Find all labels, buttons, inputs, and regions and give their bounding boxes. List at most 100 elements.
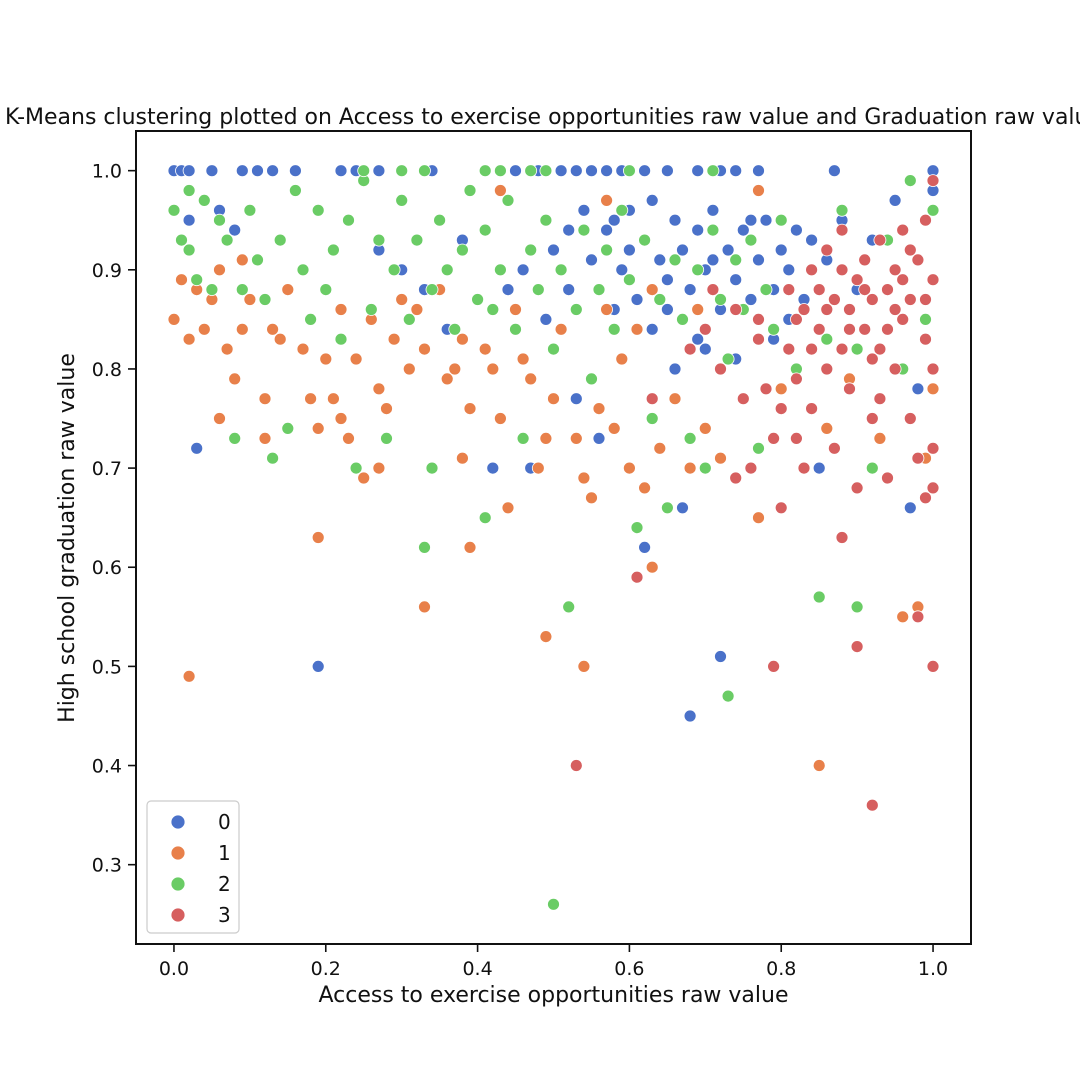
data-point-cluster-1 — [258, 392, 272, 406]
data-point-cluster-2 — [706, 164, 720, 178]
data-point-cluster-3 — [911, 610, 925, 624]
data-point-cluster-2 — [387, 263, 401, 277]
data-point-cluster-3 — [805, 342, 818, 356]
data-point-cluster-0 — [585, 164, 598, 178]
data-point-cluster-3 — [782, 283, 796, 297]
data-point-cluster-3 — [714, 362, 727, 376]
data-point-cluster-2 — [251, 253, 264, 267]
data-point-cluster-1 — [486, 362, 500, 376]
data-point-cluster-2 — [425, 283, 439, 297]
data-point-cluster-2 — [486, 303, 500, 316]
data-point-cluster-1 — [213, 263, 226, 277]
data-point-cluster-3 — [782, 342, 796, 356]
data-point-cluster-1 — [273, 332, 287, 346]
data-point-cluster-3 — [881, 283, 894, 297]
data-point-cluster-3 — [835, 223, 849, 237]
data-point-cluster-2 — [311, 203, 325, 217]
data-point-cluster-1 — [418, 600, 431, 614]
data-point-cluster-3 — [850, 273, 864, 287]
data-point-cluster-0 — [782, 263, 796, 277]
data-point-cluster-0 — [661, 273, 674, 287]
data-point-cluster-2 — [638, 233, 651, 247]
data-point-cluster-2 — [706, 223, 720, 237]
data-point-cluster-1 — [577, 660, 591, 673]
x-axis-ticks: 0.0 0.2 0.4 0.6 0.8 1.0 — [159, 944, 948, 980]
data-point-cluster-1 — [455, 451, 469, 465]
data-point-cluster-1 — [213, 412, 226, 425]
data-point-cluster-3 — [812, 283, 826, 297]
data-point-cluster-2 — [197, 193, 211, 207]
data-point-cluster-1 — [334, 412, 348, 425]
data-point-cluster-1 — [539, 431, 553, 445]
data-point-cluster-2 — [228, 431, 242, 445]
y-tick-label: 0.4 — [92, 756, 122, 778]
data-point-cluster-2 — [585, 372, 598, 386]
data-point-cluster-1 — [440, 372, 454, 386]
data-point-cluster-0 — [691, 223, 705, 237]
data-point-cluster-3 — [919, 491, 932, 505]
data-point-cluster-0 — [562, 283, 576, 297]
legend-marker-2 — [170, 876, 186, 892]
y-tick-label: 0.9 — [92, 260, 122, 282]
data-point-cluster-1 — [395, 293, 409, 306]
data-point-cluster-3 — [888, 362, 902, 376]
data-point-cluster-3 — [706, 283, 720, 297]
data-point-cluster-2 — [258, 293, 272, 306]
data-point-cluster-2 — [433, 213, 447, 227]
data-point-cluster-1 — [410, 303, 424, 316]
data-point-cluster-2 — [326, 243, 340, 257]
data-point-cluster-0 — [911, 382, 925, 396]
data-point-cluster-2 — [721, 352, 735, 366]
data-point-cluster-2 — [493, 263, 507, 277]
data-point-cluster-3 — [926, 441, 940, 455]
y-tick-label: 0.7 — [92, 458, 122, 480]
data-point-cluster-0 — [372, 164, 386, 178]
data-point-cluster-2 — [273, 233, 287, 247]
data-point-cluster-3 — [752, 332, 765, 346]
data-point-cluster-1 — [235, 253, 249, 267]
data-point-cluster-2 — [903, 174, 917, 188]
legend-label-3: 3 — [218, 903, 231, 927]
data-point-cluster-0 — [774, 243, 788, 257]
data-point-cluster-2 — [676, 312, 689, 326]
data-point-cluster-0 — [592, 431, 606, 445]
data-point-cluster-2 — [418, 541, 431, 554]
data-point-cluster-1 — [653, 441, 667, 455]
data-point-cluster-2 — [281, 421, 295, 435]
data-point-cluster-3 — [911, 451, 925, 465]
data-point-cluster-3 — [630, 570, 644, 584]
data-point-cluster-0 — [509, 164, 522, 178]
data-point-cluster-0 — [235, 164, 249, 178]
data-point-cluster-3 — [903, 243, 917, 257]
data-point-cluster-0 — [182, 164, 196, 178]
data-point-cluster-0 — [630, 293, 644, 306]
data-point-cluster-2 — [288, 184, 302, 197]
data-point-cluster-3 — [820, 303, 834, 316]
data-point-cluster-0 — [577, 203, 591, 217]
data-point-cluster-1 — [547, 392, 560, 406]
data-point-cluster-2 — [623, 164, 636, 178]
data-point-cluster-1 — [304, 392, 318, 406]
data-point-cluster-2 — [539, 164, 553, 178]
data-point-cluster-0 — [554, 164, 568, 178]
data-point-cluster-1 — [311, 421, 325, 435]
data-point-cluster-0 — [569, 164, 583, 178]
data-point-cluster-1 — [334, 303, 348, 316]
legend-marker-0 — [170, 814, 186, 830]
data-point-cluster-1 — [752, 511, 765, 525]
data-point-cluster-0 — [676, 501, 689, 515]
data-point-cluster-2 — [653, 293, 667, 306]
data-point-cluster-0 — [744, 213, 758, 227]
data-point-cluster-0 — [812, 461, 826, 475]
y-tick-label: 1.0 — [92, 161, 122, 183]
data-point-cluster-1 — [175, 273, 188, 287]
data-point-cluster-3 — [729, 303, 743, 316]
data-point-cluster-3 — [820, 243, 834, 257]
data-point-cluster-3 — [873, 233, 887, 247]
data-point-cluster-1 — [623, 461, 636, 475]
data-point-cluster-2 — [395, 164, 409, 178]
data-point-cluster-2 — [752, 441, 765, 455]
data-point-cluster-0 — [828, 164, 841, 178]
data-point-cluster-1 — [478, 342, 492, 356]
